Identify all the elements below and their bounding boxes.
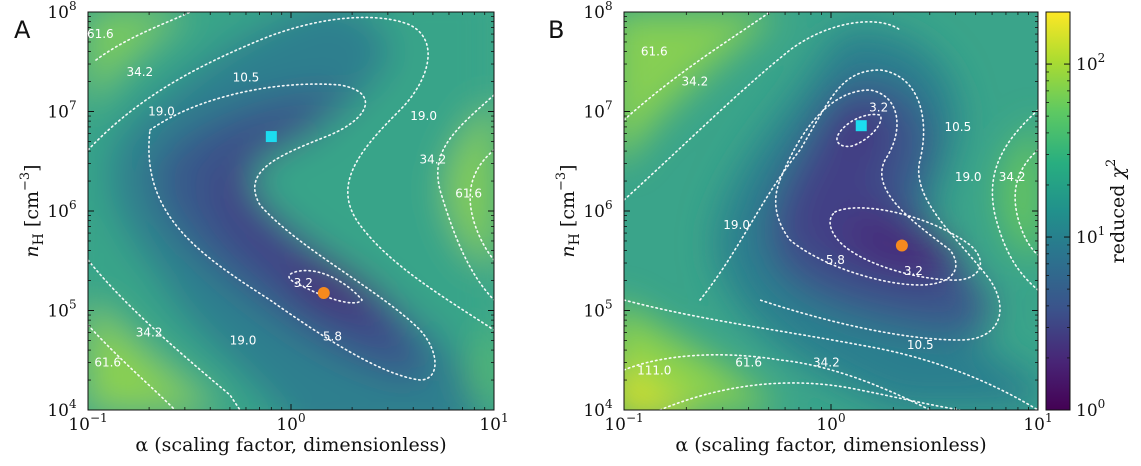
panel-a-heatmap <box>88 12 494 410</box>
contour-label: 34.2 <box>126 65 153 79</box>
panel-b-ylabel: nH [cm−3] <box>554 164 583 257</box>
contour-label: 19.0 <box>148 105 175 119</box>
contour-label: 34.2 <box>813 356 840 370</box>
y-tick-label: 108 <box>583 0 612 23</box>
colorbar-bar <box>1045 11 1071 411</box>
panel-a-markers <box>265 131 330 299</box>
panel-a-letter: A <box>14 16 31 44</box>
contour-label: 3.2 <box>294 276 313 290</box>
colorbar-tick-label: 100 <box>1076 397 1105 421</box>
contour-label: 34.2 <box>420 152 447 166</box>
contour-label: 19.0 <box>723 218 750 232</box>
contour-label: 61.6 <box>94 356 121 370</box>
panel-a-ylabel: nH [cm−3] <box>18 164 47 257</box>
contour-label: 5.8 <box>826 253 845 267</box>
colorbar-ticks: 100 101 102 <box>1046 11 1105 421</box>
panel-b-heatmap <box>624 12 1038 410</box>
panel-b-ticks: 10−1 100 101 104 105 106 107 108 <box>583 0 1052 435</box>
contour-label: 34.2 <box>136 326 163 340</box>
x-tick-label: 101 <box>479 411 508 435</box>
x-tick-label: 100 <box>816 411 845 435</box>
contour-label: 10.5 <box>944 120 971 134</box>
svg-text:nH [cm−3]: nH [cm−3] <box>554 164 583 257</box>
panel-a-contour-labels: 61.6 34.2 10.5 19.0 19.0 34.2 61.6 3.2 5.8 34.2 19… <box>87 27 482 369</box>
best-fit-circle-marker <box>895 239 908 252</box>
contour-label: 61.6 <box>455 186 482 200</box>
y-tick-label: 105 <box>47 298 76 322</box>
svg-text:reduced χ2: reduced χ2 <box>1104 159 1129 264</box>
y-tick-label: 108 <box>47 0 76 23</box>
y-tick-label: 107 <box>583 99 612 123</box>
panel-b-xlabel: α (scaling factor, dimensionless) <box>675 434 986 456</box>
contour-label: 61.6 <box>641 45 668 59</box>
x-tick-label: 10−1 <box>604 411 643 435</box>
panel-a: A 10−1 100 101 104 105 106 <box>14 0 509 456</box>
contour-label: 19.0 <box>230 333 257 347</box>
contour-label: 10.5 <box>233 70 260 84</box>
y-tick-label: 105 <box>583 298 612 322</box>
best-fit-square-marker <box>265 131 277 143</box>
colorbar: 100 101 102 reduced χ2 <box>1045 11 1129 421</box>
x-tick-label: 10−1 <box>68 411 107 435</box>
panel-a-xlabel: α (scaling factor, dimensionless) <box>135 434 446 456</box>
contour-label: 34.2 <box>682 75 709 89</box>
y-tick-label: 106 <box>583 198 612 222</box>
colorbar-tick-label: 102 <box>1076 51 1105 75</box>
y-tick-label: 106 <box>47 198 76 222</box>
contour-label: 61.6 <box>87 27 114 41</box>
contour-label: 111.0 <box>637 363 671 377</box>
panel-a-ticks: 10−1 100 101 104 105 106 107 108 <box>47 0 508 435</box>
contour-label: 10.5 <box>907 338 934 352</box>
contour-label: 5.8 <box>323 329 342 343</box>
panel-b-contour-labels: 61.6 34.2 3.2 10.5 19.0 34.2 19.0 5.8 3.2 111.0 61… <box>637 45 1025 378</box>
x-tick-label: 100 <box>276 411 305 435</box>
contour-label: 19.0 <box>410 109 437 123</box>
contour-label: 3.2 <box>904 264 923 278</box>
panel-b-markers <box>855 120 908 252</box>
y-tick-label: 104 <box>47 397 77 421</box>
contour-label: 19.0 <box>955 170 982 184</box>
best-fit-circle-marker <box>317 286 330 299</box>
panel-b-letter: B <box>548 16 564 44</box>
y-tick-label: 104 <box>583 397 613 421</box>
colorbar-label: reduced χ2 <box>1104 159 1129 264</box>
contour-label: 34.2 <box>999 170 1026 184</box>
y-tick-label: 107 <box>47 99 76 123</box>
best-fit-square-marker <box>855 120 867 132</box>
svg-text:nH [cm−3]: nH [cm−3] <box>18 164 47 257</box>
contour-label: 3.2 <box>869 100 888 114</box>
colorbar-tick-label: 101 <box>1076 224 1105 248</box>
contour-label: 61.6 <box>735 356 762 370</box>
panel-b: B <box>548 0 1053 456</box>
x-tick-label: 101 <box>1023 411 1052 435</box>
